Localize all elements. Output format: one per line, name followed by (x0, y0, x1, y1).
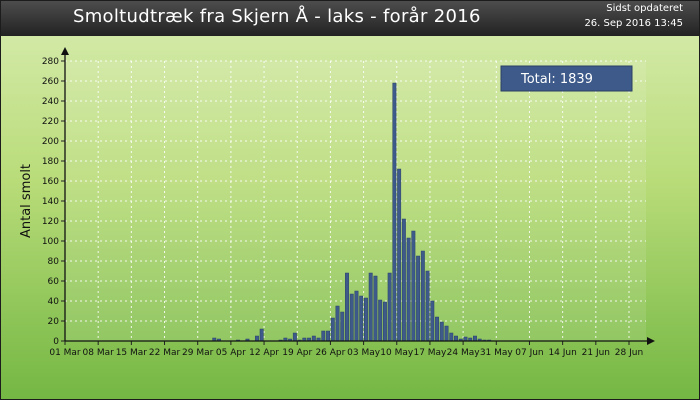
bar (444, 325, 449, 342)
bar (378, 299, 383, 342)
bar (406, 237, 411, 342)
y-tick-label: 140 (42, 197, 59, 207)
x-tick-label: 05 Apr (216, 348, 246, 358)
x-tick-label: 22 Mar (149, 348, 181, 358)
y-tick-label: 260 (42, 77, 59, 87)
bar (368, 272, 373, 342)
bar (387, 272, 392, 342)
y-tick-label: 20 (48, 317, 60, 327)
bar (359, 295, 364, 342)
x-tick-label: 07 Jun (515, 348, 543, 358)
x-tick-label: 31 May (480, 348, 514, 358)
x-tick-label: 21 Jun (582, 348, 610, 358)
bar (435, 316, 439, 342)
last-updated-label: Sidst opdateret (606, 3, 683, 14)
bar (392, 82, 397, 342)
y-tick-label: 40 (48, 297, 60, 307)
chart-title: Smoltudtræk fra Skjern Å - laks - forår … (73, 6, 481, 27)
bar (373, 275, 378, 342)
bar (473, 335, 477, 342)
total-label: Total: 1839 (520, 72, 593, 87)
x-tick-label: 26 Apr (315, 348, 345, 358)
bar (254, 335, 259, 342)
bar (430, 300, 435, 342)
y-tick-label: 180 (42, 157, 59, 167)
bar (397, 168, 402, 342)
y-tick-label: 100 (42, 237, 59, 247)
y-tick-label: 240 (42, 97, 59, 107)
y-tick-label: 220 (42, 117, 59, 127)
bar (420, 250, 425, 342)
x-tick-label: 28 Jun (615, 348, 643, 358)
bar (411, 230, 416, 342)
bar (330, 317, 335, 342)
bar (425, 270, 430, 342)
y-tick-label: 80 (48, 257, 60, 267)
bar (292, 332, 297, 342)
x-tick-label: 17 May (413, 348, 447, 358)
bar (439, 321, 444, 342)
x-tick-label: 24 May (447, 348, 481, 358)
bar (449, 332, 454, 342)
bar (364, 297, 368, 342)
y-tick-label: 120 (42, 217, 59, 227)
y-axis-title: Antal smolt (19, 164, 34, 238)
last-updated-time: 26. Sep 2016 13:45 (584, 18, 683, 29)
y-tick-label: 280 (42, 57, 59, 67)
bar (349, 293, 354, 342)
x-axis-arrow (647, 337, 655, 345)
header-bar (1, 1, 699, 36)
bar (382, 301, 387, 342)
x-tick-label: 14 Jun (548, 348, 576, 358)
y-tick-label: 160 (42, 177, 59, 187)
bar (340, 311, 345, 342)
bar (454, 335, 458, 342)
bar (335, 305, 340, 342)
x-tick-label: 29 Mar (182, 348, 214, 358)
x-tick-label: 12 Apr (249, 348, 279, 358)
y-tick-label: 0 (53, 337, 59, 347)
bar (416, 255, 421, 342)
bar (259, 328, 264, 342)
x-tick-label: 01 Mar (49, 348, 81, 358)
total-box (500, 65, 633, 92)
bar (326, 330, 330, 342)
bar (321, 330, 326, 342)
bar (401, 218, 406, 342)
x-tick-label: 19 Apr (282, 348, 312, 358)
y-tick-label: 60 (48, 277, 60, 287)
bar (345, 272, 349, 342)
bar (354, 290, 359, 342)
y-tick-label: 200 (42, 137, 59, 147)
y-axis-arrow (61, 47, 69, 55)
x-tick-label: 03 May (347, 348, 381, 358)
x-tick-label: 10 May (380, 348, 414, 358)
bar (311, 335, 316, 342)
x-tick-label: 08 Mar (83, 348, 115, 358)
x-tick-label: 15 Mar (116, 348, 148, 358)
